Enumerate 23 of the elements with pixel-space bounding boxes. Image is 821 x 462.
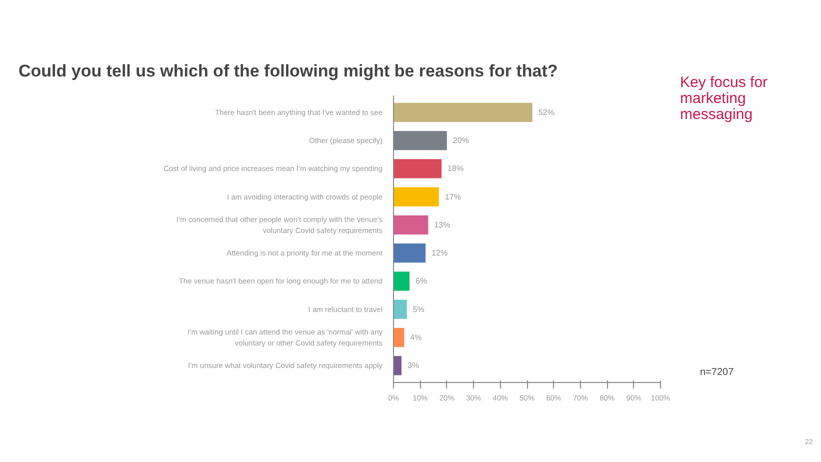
- bar: [394, 159, 442, 178]
- bar: [394, 187, 439, 206]
- data-label: 13%: [434, 220, 450, 230]
- text: Key focus for marketing messaging: [680, 74, 768, 122]
- bar: [394, 300, 407, 319]
- bar: [394, 102, 532, 122]
- chart-title: Could you tell us which of the following might be reasons for that?: [18, 62, 558, 80]
- data-label: 4%: [410, 332, 422, 342]
- bar: [394, 328, 404, 348]
- bar: [394, 130, 447, 150]
- data-label: 52%: [538, 108, 554, 117]
- data-label: 6%: [416, 276, 428, 286]
- bar: [394, 244, 426, 263]
- text: n=7207: [700, 367, 734, 380]
- bar: [394, 272, 410, 291]
- bar: [394, 356, 402, 376]
- data-label: 3%: [408, 361, 420, 370]
- data-label: 17%: [444, 192, 461, 202]
- data-label: 5%: [412, 304, 424, 314]
- bar: [394, 215, 428, 234]
- data-label: 18%: [448, 164, 464, 174]
- data-label: 20%: [452, 136, 469, 146]
- data-label: 12%: [432, 248, 448, 258]
